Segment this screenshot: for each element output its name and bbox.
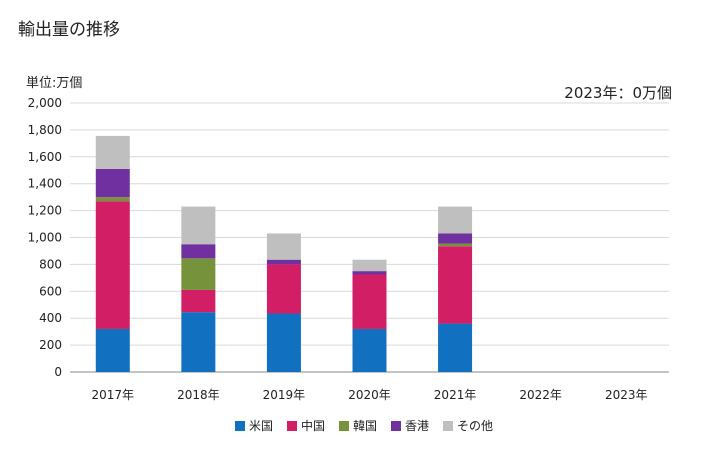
legend-label: 米国 [248, 419, 273, 433]
y-tick-label: 400 [39, 311, 62, 325]
legend-swatch [338, 420, 349, 431]
bar-segment [352, 274, 387, 329]
x-tick-label: 2021年 [434, 388, 477, 402]
legend-item: 米国 [234, 417, 273, 434]
x-tick-label: 2019年 [263, 388, 306, 402]
x-tick-label: 2022年 [519, 388, 562, 402]
x-tick-label: 2018年 [177, 388, 220, 402]
legend-item: 韓国 [338, 417, 377, 434]
bar-segment [181, 289, 216, 313]
legend-label: その他 [457, 419, 494, 433]
y-tick-label: 0 [54, 365, 62, 379]
bar-segment [266, 264, 301, 314]
bar-segment [95, 197, 130, 202]
bar-segment [95, 201, 130, 329]
legend-label: 中国 [300, 419, 325, 433]
legend-item: その他 [443, 417, 493, 434]
y-tick-label: 600 [39, 284, 62, 298]
legend-label: 香港 [405, 419, 430, 433]
bar-segment [181, 258, 216, 290]
legend-item: 香港 [391, 417, 429, 434]
bar-segment [266, 313, 301, 372]
y-tick-label: 1,800 [28, 123, 62, 137]
legend-swatch [443, 420, 454, 431]
bar-segment [181, 244, 216, 259]
x-tick-label: 2023年 [605, 388, 648, 402]
y-tick-label: 1,000 [28, 231, 62, 245]
bar-segment [95, 135, 130, 169]
y-tick-label: 200 [39, 338, 62, 352]
bar-segment [438, 246, 473, 324]
legend: 米国 中国 韓国 香港 その他 [0, 417, 728, 434]
bar-segment [352, 271, 387, 275]
bar-segment [266, 233, 301, 260]
unit-label: 単位:万個 [26, 76, 83, 91]
bar-segment [95, 168, 130, 198]
bar-segment [438, 233, 473, 244]
legend-swatch [391, 420, 401, 431]
legend-swatch [234, 420, 245, 431]
y-tick-label: 2,000 [28, 96, 62, 110]
y-tick-label: 1,600 [28, 150, 62, 164]
y-tick-label: 1,200 [28, 204, 62, 218]
bar-segment [266, 259, 301, 265]
y-tick-label: 1,400 [28, 177, 62, 191]
bar-segment [352, 259, 387, 272]
bar-segment [181, 312, 216, 372]
y-tick-label: 800 [39, 257, 62, 271]
bar-segment [352, 328, 387, 372]
legend-item: 中国 [286, 417, 325, 434]
x-tick-label: 2017年 [92, 388, 135, 402]
x-tick-label: 2020年 [348, 388, 391, 402]
bar-segment [95, 328, 130, 372]
bar-segment [181, 206, 216, 245]
bar-segment [438, 206, 473, 234]
note-2023: 2023年：0万個 [564, 84, 672, 102]
bar-segment [438, 323, 473, 372]
chart-title: 輸出量の推移 [18, 20, 120, 40]
bar-segment [438, 243, 473, 247]
legend-label: 韓国 [352, 419, 377, 433]
bar-chart: 0 200 400 600 800 1,000 1,200 1,400 1,600 1,800 2,… [28, 96, 669, 402]
legend-swatch [286, 420, 297, 431]
